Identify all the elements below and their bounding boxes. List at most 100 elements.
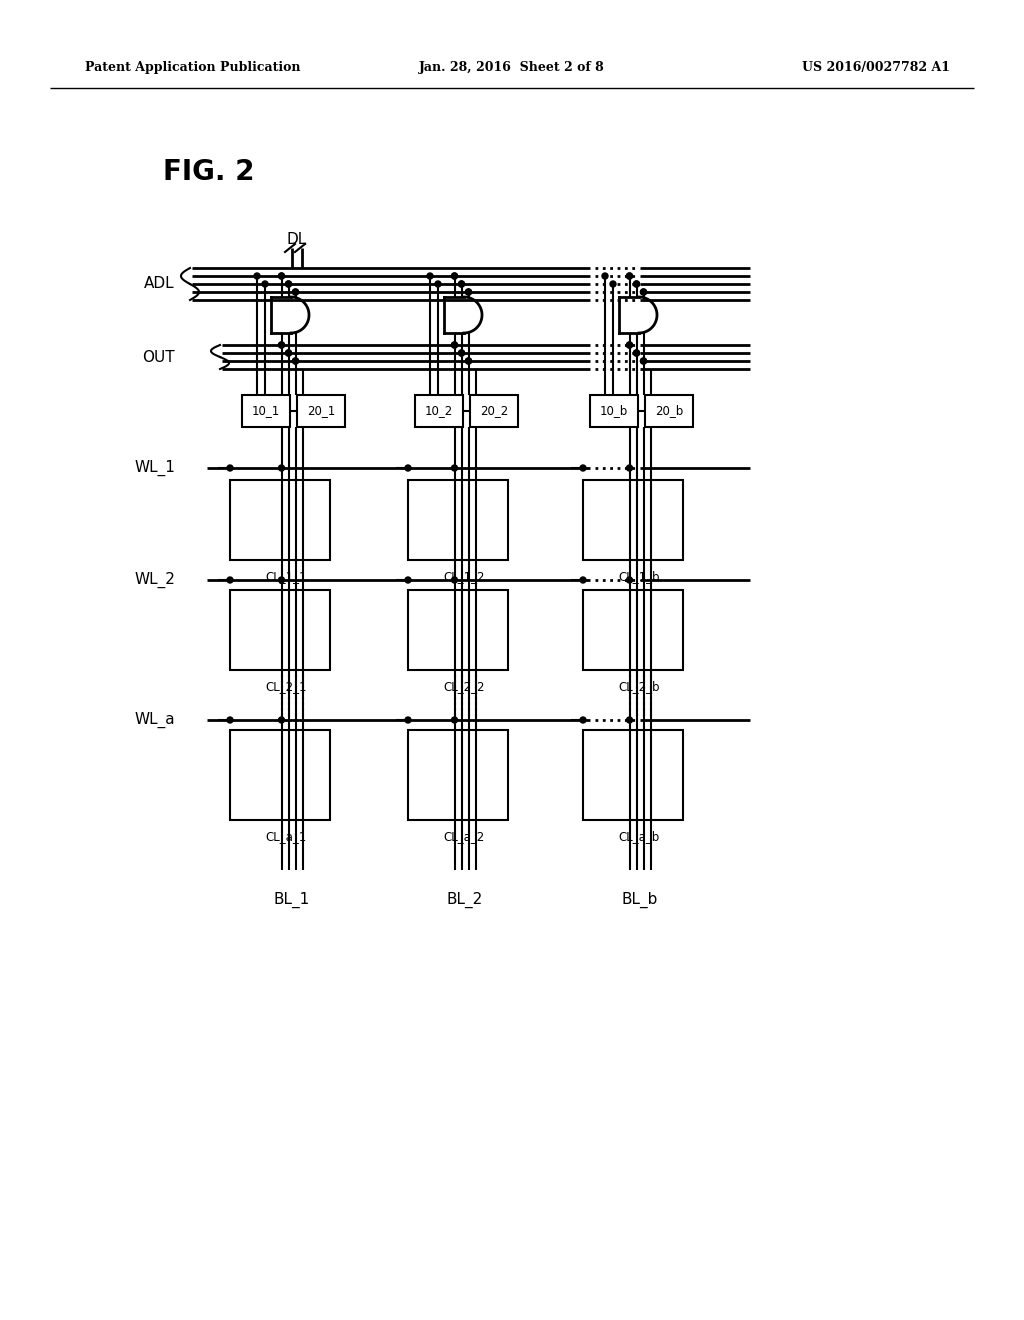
Circle shape [279, 342, 285, 348]
Text: CL_2_1: CL_2_1 [265, 680, 306, 693]
Circle shape [279, 273, 285, 279]
Text: ADL: ADL [144, 276, 175, 292]
Text: CL_1_1: CL_1_1 [265, 570, 306, 583]
Circle shape [452, 465, 458, 471]
Text: 10_b: 10_b [600, 404, 628, 417]
Text: CL_2_2: CL_2_2 [443, 680, 484, 693]
Text: WL_1: WL_1 [134, 459, 175, 477]
Circle shape [627, 342, 633, 348]
Circle shape [634, 350, 640, 356]
Circle shape [286, 350, 292, 356]
Bar [230, 590, 330, 671]
Bar [408, 730, 508, 820]
Circle shape [227, 465, 233, 471]
Text: WL_2: WL_2 [134, 572, 175, 589]
Circle shape [293, 358, 299, 364]
Circle shape [293, 289, 299, 294]
Bar [297, 395, 345, 426]
Text: 20_b: 20_b [655, 404, 683, 417]
Circle shape [459, 281, 465, 286]
Text: FIG. 2: FIG. 2 [163, 158, 255, 186]
Circle shape [279, 465, 285, 471]
Circle shape [640, 358, 646, 364]
Circle shape [466, 289, 471, 294]
Circle shape [406, 577, 411, 583]
Circle shape [627, 342, 633, 348]
Circle shape [466, 289, 471, 294]
Text: DL: DL [287, 232, 307, 248]
Text: OUT: OUT [142, 350, 175, 364]
Circle shape [640, 289, 646, 294]
Circle shape [452, 342, 458, 348]
Text: US 2016/0027782 A1: US 2016/0027782 A1 [802, 62, 950, 74]
Bar [590, 395, 638, 426]
Circle shape [459, 281, 465, 286]
Bar [470, 395, 518, 426]
Bar [408, 480, 508, 560]
Text: CL_a_1: CL_a_1 [265, 830, 306, 843]
Circle shape [640, 358, 646, 364]
Circle shape [459, 350, 465, 356]
Circle shape [227, 717, 233, 723]
Circle shape [452, 577, 458, 583]
Circle shape [580, 465, 586, 471]
Circle shape [406, 717, 411, 723]
Circle shape [580, 717, 586, 723]
Circle shape [293, 289, 299, 294]
Text: Jan. 28, 2016  Sheet 2 of 8: Jan. 28, 2016 Sheet 2 of 8 [419, 62, 605, 74]
Circle shape [466, 358, 471, 364]
Circle shape [627, 717, 633, 723]
Circle shape [427, 273, 433, 279]
Text: Patent Application Publication: Patent Application Publication [85, 62, 300, 74]
Bar [408, 590, 508, 671]
Circle shape [279, 342, 285, 348]
Circle shape [227, 577, 233, 583]
Text: 10_1: 10_1 [252, 404, 281, 417]
Text: BL_1: BL_1 [273, 892, 310, 908]
Bar [242, 395, 290, 426]
Circle shape [627, 273, 633, 279]
Circle shape [262, 281, 268, 286]
Circle shape [279, 273, 285, 279]
Circle shape [279, 717, 285, 723]
Circle shape [466, 358, 471, 364]
Circle shape [580, 577, 586, 583]
Circle shape [435, 281, 441, 286]
Circle shape [627, 273, 633, 279]
Text: CL_1_2: CL_1_2 [443, 570, 484, 583]
Bar [583, 480, 683, 560]
Circle shape [627, 465, 633, 471]
Circle shape [634, 350, 640, 356]
Circle shape [452, 273, 458, 279]
Circle shape [452, 342, 458, 348]
Text: WL_a: WL_a [134, 711, 175, 729]
Circle shape [610, 281, 616, 286]
Text: CL_a_b: CL_a_b [618, 830, 659, 843]
Text: CL_1_b: CL_1_b [618, 570, 659, 583]
Bar [645, 395, 693, 426]
Circle shape [627, 577, 633, 583]
Circle shape [286, 281, 292, 286]
Circle shape [286, 281, 292, 286]
Circle shape [634, 281, 640, 286]
Circle shape [286, 350, 292, 356]
Text: CL_2_b: CL_2_b [618, 680, 659, 693]
Bar [583, 730, 683, 820]
Circle shape [452, 273, 458, 279]
Circle shape [602, 273, 608, 279]
Text: CL_a_2: CL_a_2 [443, 830, 484, 843]
Text: 20_2: 20_2 [480, 404, 508, 417]
Circle shape [279, 577, 285, 583]
Circle shape [293, 358, 299, 364]
Text: 10_2: 10_2 [425, 404, 454, 417]
Bar [230, 730, 330, 820]
Bar [415, 395, 463, 426]
Bar [583, 590, 683, 671]
Circle shape [452, 717, 458, 723]
Circle shape [634, 281, 640, 286]
Circle shape [254, 273, 260, 279]
Circle shape [459, 350, 465, 356]
Circle shape [406, 465, 411, 471]
Text: BL_2: BL_2 [446, 892, 483, 908]
Circle shape [640, 289, 646, 294]
